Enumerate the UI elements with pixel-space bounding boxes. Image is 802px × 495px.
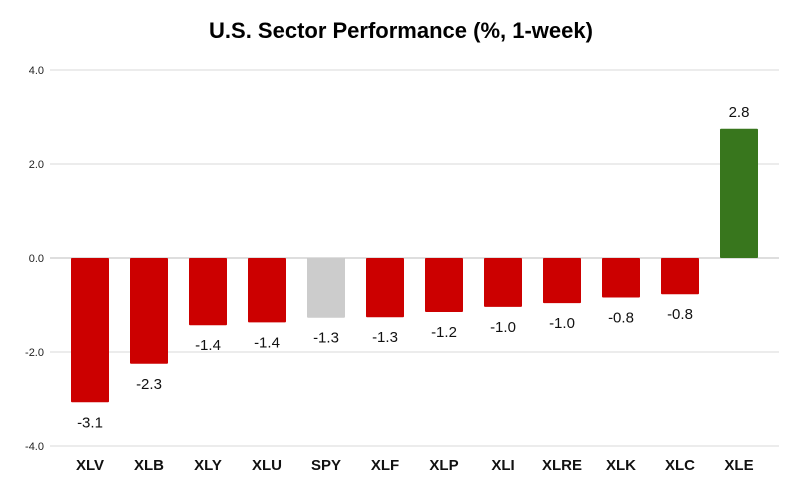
chart-title: U.S. Sector Performance (%, 1-week): [209, 18, 593, 43]
y-tick-label: -2.0: [25, 347, 44, 359]
bar-xlc: [661, 258, 699, 295]
data-label-xly: -1.4: [195, 337, 221, 354]
category-label-xlb: XLB: [134, 457, 164, 474]
data-label-xli: -1.0: [490, 319, 516, 336]
category-label-spy: SPY: [311, 457, 341, 474]
category-label-xlv: XLV: [76, 457, 104, 474]
data-label-xlb: -2.3: [136, 376, 162, 393]
y-tick-label: 0.0: [29, 253, 44, 265]
data-label-xlu: -1.4: [254, 334, 280, 351]
bar-xlu: [248, 258, 286, 323]
y-tick-label: 2.0: [29, 159, 44, 171]
data-label-xlp: -1.2: [431, 324, 457, 341]
category-label-xlu: XLU: [252, 457, 282, 474]
category-label-xlk: XLK: [606, 457, 636, 474]
bar-xlv: [71, 258, 109, 403]
data-label-xlre: -1.0: [549, 315, 575, 332]
data-label-xle: 2.8: [729, 104, 750, 121]
bar-xle: [720, 128, 758, 258]
x-axis-categories: XLV XLB XLY XLU SPY XLF XLP XLI XLRE XLK XLC XLE: [76, 457, 754, 474]
bar-xlf: [366, 258, 404, 318]
y-axis-ticks: 4.0 2.0 0.0 -2.0 -4.0: [25, 65, 44, 453]
category-label-xli: XLI: [491, 457, 514, 474]
bar-xlk: [602, 258, 640, 298]
bars: [71, 128, 758, 403]
bar-xlp: [425, 258, 463, 313]
category-label-xly: XLY: [194, 457, 222, 474]
bar-xlb: [130, 258, 168, 364]
category-label-xlp: XLP: [429, 457, 458, 474]
data-label-xlf: -1.3: [372, 329, 398, 346]
category-label-xle: XLE: [724, 457, 753, 474]
category-label-xlf: XLF: [371, 457, 399, 474]
bar-xli: [484, 258, 522, 307]
y-tick-label: -4.0: [25, 441, 44, 453]
gridlines: [50, 69, 779, 447]
category-label-xlc: XLC: [665, 457, 695, 474]
y-tick-label: 4.0: [29, 65, 44, 77]
data-label-xlk: -0.8: [608, 309, 634, 326]
bar-xlre: [543, 258, 581, 304]
bar-spy: [307, 258, 345, 318]
bar-xly: [189, 258, 227, 326]
data-label-xlv: -3.1: [77, 414, 103, 431]
data-label-spy: -1.3: [313, 330, 339, 347]
data-label-xlc: -0.8: [667, 306, 693, 323]
data-labels: -3.1 -2.3 -1.4 -1.4 -1.3 -1.3 -1.2 -1.0 -1.0 -0.8…: [77, 104, 749, 432]
category-label-xlre: XLRE: [542, 457, 582, 474]
